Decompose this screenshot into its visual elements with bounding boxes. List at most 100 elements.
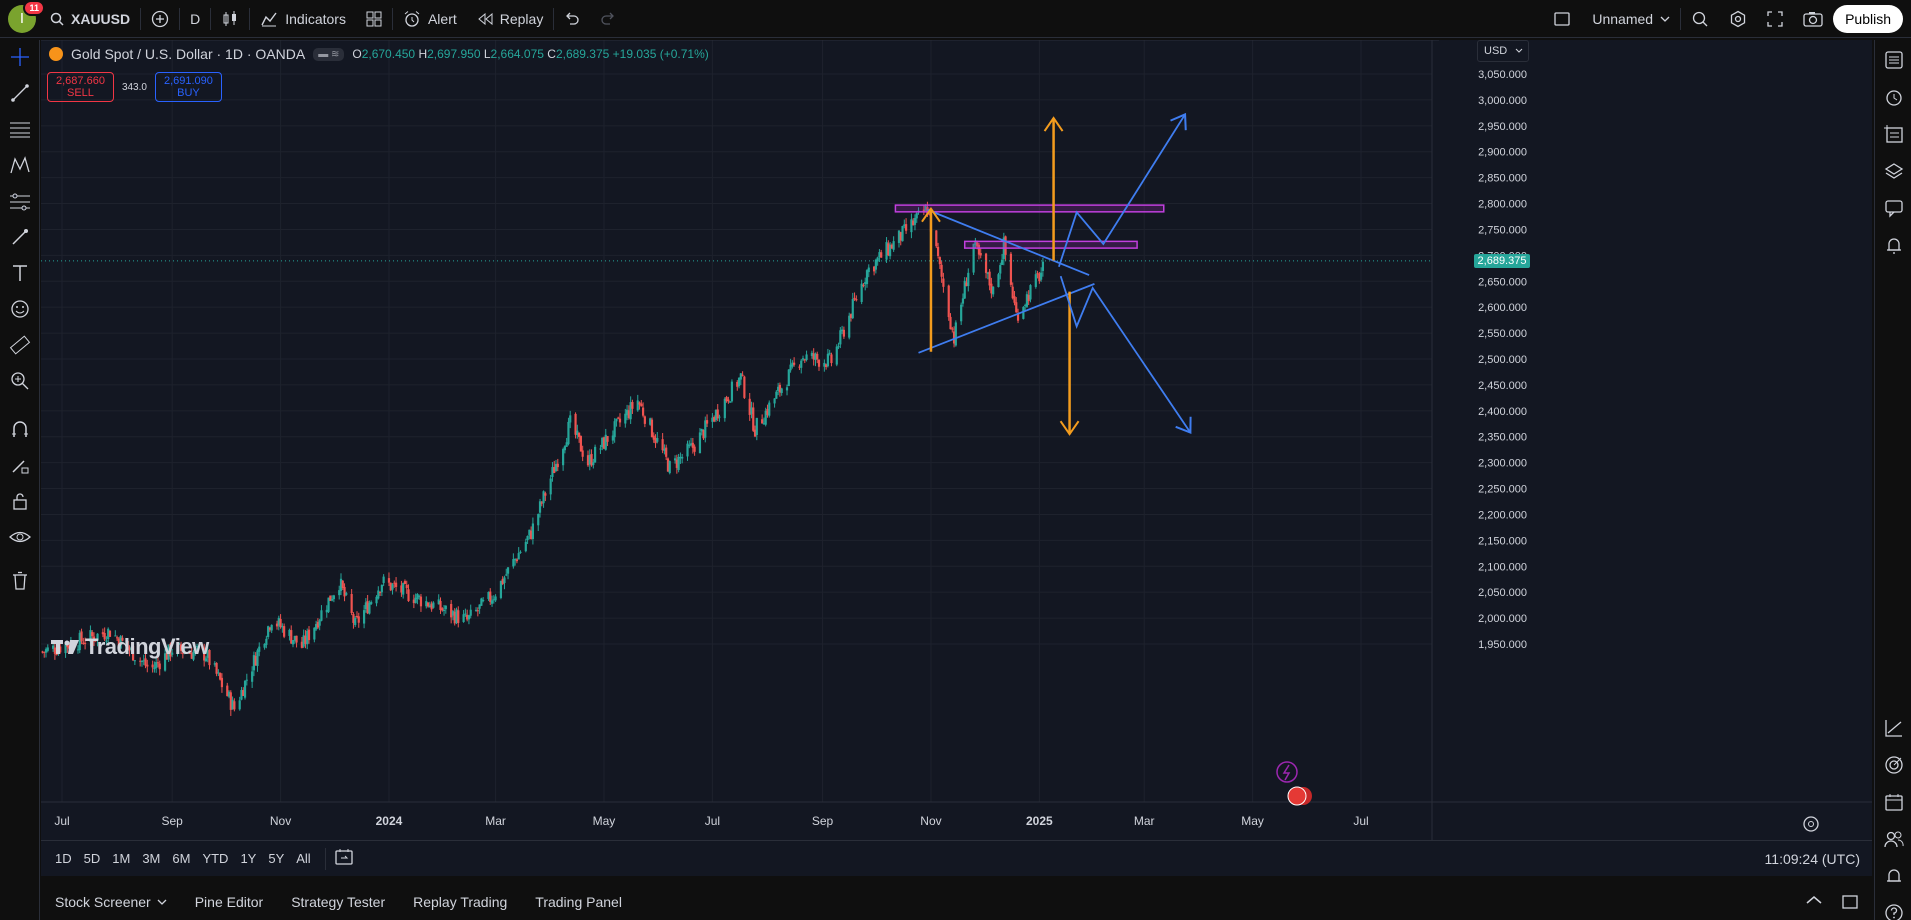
- maximize-panel-icon[interactable]: [1842, 895, 1858, 909]
- visibility-tool[interactable]: [0, 520, 40, 556]
- pattern-tool[interactable]: [0, 148, 40, 184]
- panel-tab-trading-panel[interactable]: Trading Panel: [535, 894, 622, 910]
- chevron-down-icon: [157, 899, 167, 905]
- dividend-event-icon[interactable]: [1276, 761, 1298, 783]
- goto-date-button[interactable]: [334, 848, 354, 869]
- hotlists-button[interactable]: [1875, 748, 1911, 785]
- chevron-up-icon[interactable]: [1806, 895, 1822, 905]
- chart-pane[interactable]: 3,050.000 3,000.000 2,950.000 2,900.000 2,85…: [41, 40, 1872, 840]
- candle-body: [115, 637, 119, 639]
- trash-icon: [11, 571, 29, 594]
- candle-body: [951, 328, 954, 330]
- measure-tool[interactable]: [0, 328, 40, 364]
- legend-toggle-icon[interactable]: ▬ ≋: [313, 47, 345, 61]
- quick-search-button[interactable]: [1681, 0, 1719, 38]
- range-button-1m[interactable]: 1M: [112, 851, 131, 866]
- range-button-5y[interactable]: 5Y: [268, 851, 285, 866]
- path-arrow-drawing[interactable]: [1059, 275, 1192, 434]
- range-button-3m[interactable]: 3M: [142, 851, 161, 866]
- publish-button[interactable]: Publish: [1833, 4, 1903, 33]
- event-markers[interactable]: [1276, 761, 1312, 806]
- fib-tool[interactable]: [0, 112, 40, 148]
- delete-tool[interactable]: [0, 564, 40, 600]
- object-tree-button[interactable]: [1875, 711, 1911, 748]
- range-button-1y[interactable]: 1Y: [240, 851, 257, 866]
- notifications-button[interactable]: [1875, 228, 1911, 265]
- candle-body: [426, 602, 430, 607]
- interval-button[interactable]: D: [180, 0, 210, 38]
- alerts-panel-button[interactable]: [1875, 80, 1911, 117]
- text-tool[interactable]: [0, 256, 40, 292]
- rectangle-drawing[interactable]: [894, 204, 1165, 213]
- symbol-search-button[interactable]: XAUUSD: [40, 0, 140, 38]
- chats-button[interactable]: [1875, 191, 1911, 228]
- panel-tab-replay-trading[interactable]: Replay Trading: [413, 894, 508, 910]
- candle-body: [158, 663, 161, 670]
- price-chart[interactable]: 3,050.000 3,000.000 2,950.000 2,900.000 2,85…: [41, 40, 1872, 840]
- trendline-drawing[interactable]: [918, 283, 1095, 354]
- panel-tab-strategy-tester[interactable]: Strategy Tester: [291, 894, 386, 910]
- help-button[interactable]: [1875, 896, 1911, 920]
- redo-button[interactable]: [590, 0, 626, 38]
- data-window-button[interactable]: [1875, 117, 1911, 154]
- crosshair-tool[interactable]: [0, 40, 40, 76]
- panel-tab-stock-screener[interactable]: Stock Screener: [41, 894, 181, 910]
- candle-body: [565, 442, 568, 447]
- undo-button[interactable]: [554, 0, 590, 38]
- range-button-5d[interactable]: 5D: [83, 851, 101, 866]
- candle-body: [482, 599, 485, 601]
- candle-body: [716, 409, 719, 419]
- trendline-drawing[interactable]: [927, 208, 1090, 276]
- drawing-mode-tool[interactable]: [0, 448, 40, 484]
- settings-button[interactable]: [1719, 0, 1757, 38]
- candle-body: [780, 388, 783, 394]
- candle-body: [562, 449, 565, 466]
- calendar-button[interactable]: [1875, 785, 1911, 822]
- range-button-6m[interactable]: 6M: [172, 851, 191, 866]
- time-settings-icon[interactable]: [1803, 816, 1819, 832]
- fullscreen-icon: [1767, 10, 1783, 27]
- series-title[interactable]: Gold Spot / U.S. Dollar · 1D · OANDA: [71, 46, 306, 62]
- forecast-tool[interactable]: [0, 184, 40, 220]
- range-button-all[interactable]: All: [296, 851, 311, 866]
- candle-body: [773, 398, 776, 404]
- brush-tool[interactable]: [0, 220, 40, 256]
- range-button-ytd[interactable]: YTD: [202, 851, 229, 866]
- bell-icon: [1884, 866, 1904, 889]
- zoom-tool[interactable]: [0, 364, 40, 400]
- user-avatar[interactable]: I 11: [8, 0, 45, 33]
- chart-type-button[interactable]: [211, 0, 249, 38]
- candle-body: [43, 651, 46, 653]
- buy-button[interactable]: 2,691.090 BUY: [154, 72, 222, 102]
- templates-button[interactable]: [356, 0, 392, 38]
- lock-tool[interactable]: [0, 484, 40, 520]
- indicators-button[interactable]: Indicators: [250, 0, 356, 38]
- candle-body: [506, 567, 510, 574]
- layout-menu-button[interactable]: Unnamed: [1543, 0, 1680, 38]
- panel-tab-pine-editor[interactable]: Pine Editor: [194, 894, 264, 910]
- currency-select[interactable]: USD: [1477, 40, 1529, 62]
- smiley-icon: [10, 299, 30, 322]
- candle-body: [727, 399, 730, 402]
- watchlist-button[interactable]: [1875, 43, 1911, 80]
- emoji-tool[interactable]: [0, 292, 40, 328]
- community-button[interactable]: [1875, 822, 1911, 859]
- replay-button[interactable]: Replay: [467, 0, 554, 38]
- rectangle-drawing[interactable]: [963, 240, 1138, 249]
- candle-body: [467, 615, 471, 620]
- snapshot-button[interactable]: [1793, 0, 1833, 38]
- alert-button[interactable]: Alert: [393, 0, 467, 38]
- trendline-tool[interactable]: [0, 76, 40, 112]
- magnet-tool[interactable]: [0, 412, 40, 448]
- layers-button[interactable]: [1875, 154, 1911, 191]
- fullscreen-button[interactable]: [1757, 0, 1793, 38]
- utc-clock[interactable]: 11:09:24 (UTC): [1764, 850, 1860, 867]
- candle-body: [704, 420, 707, 438]
- sell-button[interactable]: 2,687.660 SELL: [47, 72, 114, 102]
- range-button-1d[interactable]: 1D: [55, 851, 72, 866]
- alerts-feed-button[interactable]: [1875, 859, 1911, 896]
- candle-body: [139, 660, 142, 662]
- path-arrow-drawing[interactable]: [1058, 113, 1186, 268]
- users-icon: [1883, 829, 1904, 852]
- compare-symbol-button[interactable]: [141, 0, 179, 38]
